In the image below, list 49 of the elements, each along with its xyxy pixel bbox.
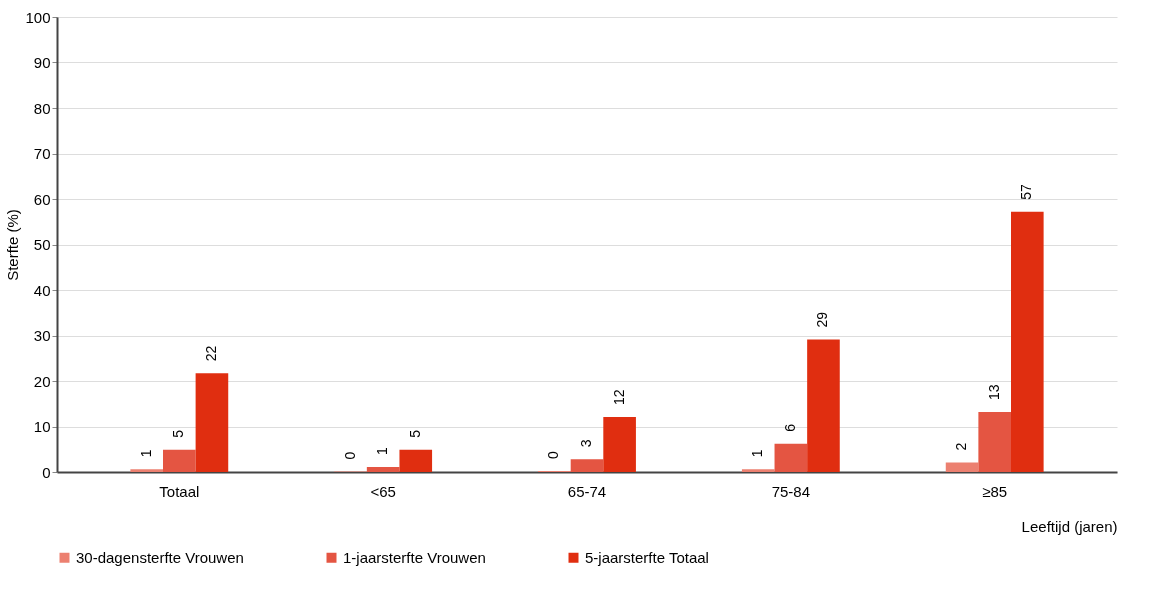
x-tick-label: ≥85 xyxy=(982,482,1008,500)
x-tick-label: Totaal xyxy=(159,482,200,500)
y-axis-title: Sterfte (%) xyxy=(4,209,22,281)
bar xyxy=(774,443,808,472)
bar xyxy=(399,449,433,472)
data-label: 0 xyxy=(341,451,358,460)
legend-label: 30-dagensterfte Vrouwen xyxy=(76,548,244,566)
data-label: 2 xyxy=(953,442,970,451)
data-label: 29 xyxy=(814,311,831,328)
y-tick-label: 60 xyxy=(33,190,51,208)
bar xyxy=(163,449,196,472)
legend-label: 5-jaarsterfte Totaal xyxy=(585,548,709,566)
bar xyxy=(1011,211,1044,472)
data-label: 1 xyxy=(374,446,391,455)
y-tick-label: 40 xyxy=(33,281,51,299)
bar xyxy=(945,462,979,472)
data-label: 57 xyxy=(1018,183,1035,200)
x-tick-label: <65 xyxy=(370,482,396,500)
y-tick-label: 80 xyxy=(33,99,51,117)
y-tick-label: 10 xyxy=(33,418,51,435)
bar xyxy=(978,411,1011,472)
data-label: 3 xyxy=(578,439,594,448)
data-label: 5 xyxy=(406,429,423,438)
data-label: 1 xyxy=(749,449,766,458)
y-tick-label: 20 xyxy=(33,372,51,390)
data-label: 22 xyxy=(202,345,219,362)
bar xyxy=(570,459,604,472)
bar xyxy=(603,416,636,472)
y-tick-label: 70 xyxy=(33,145,51,162)
bar xyxy=(807,339,840,472)
y-tick-label: 100 xyxy=(25,8,51,26)
bar xyxy=(130,469,163,472)
x-tick-label: 65-74 xyxy=(567,482,607,500)
data-label: 12 xyxy=(610,389,627,405)
data-label: 0 xyxy=(545,451,562,460)
bar xyxy=(195,373,229,472)
data-label: 6 xyxy=(781,423,798,432)
legend-label: 1-jaarsterfte Vrouwen xyxy=(343,548,486,566)
y-tick-label: 50 xyxy=(33,236,51,253)
bar xyxy=(741,469,775,472)
data-label: 1 xyxy=(137,449,154,458)
x-axis-title: Leeftijd (jaren) xyxy=(1021,517,1118,535)
y-tick-label: 90 xyxy=(33,54,51,71)
y-tick-label: 0 xyxy=(42,463,51,481)
bar xyxy=(366,467,400,472)
y-tick-label: 30 xyxy=(33,327,51,344)
x-tick-label: 75-84 xyxy=(771,482,811,500)
data-label: 5 xyxy=(170,429,187,438)
data-label: 13 xyxy=(985,384,1002,400)
